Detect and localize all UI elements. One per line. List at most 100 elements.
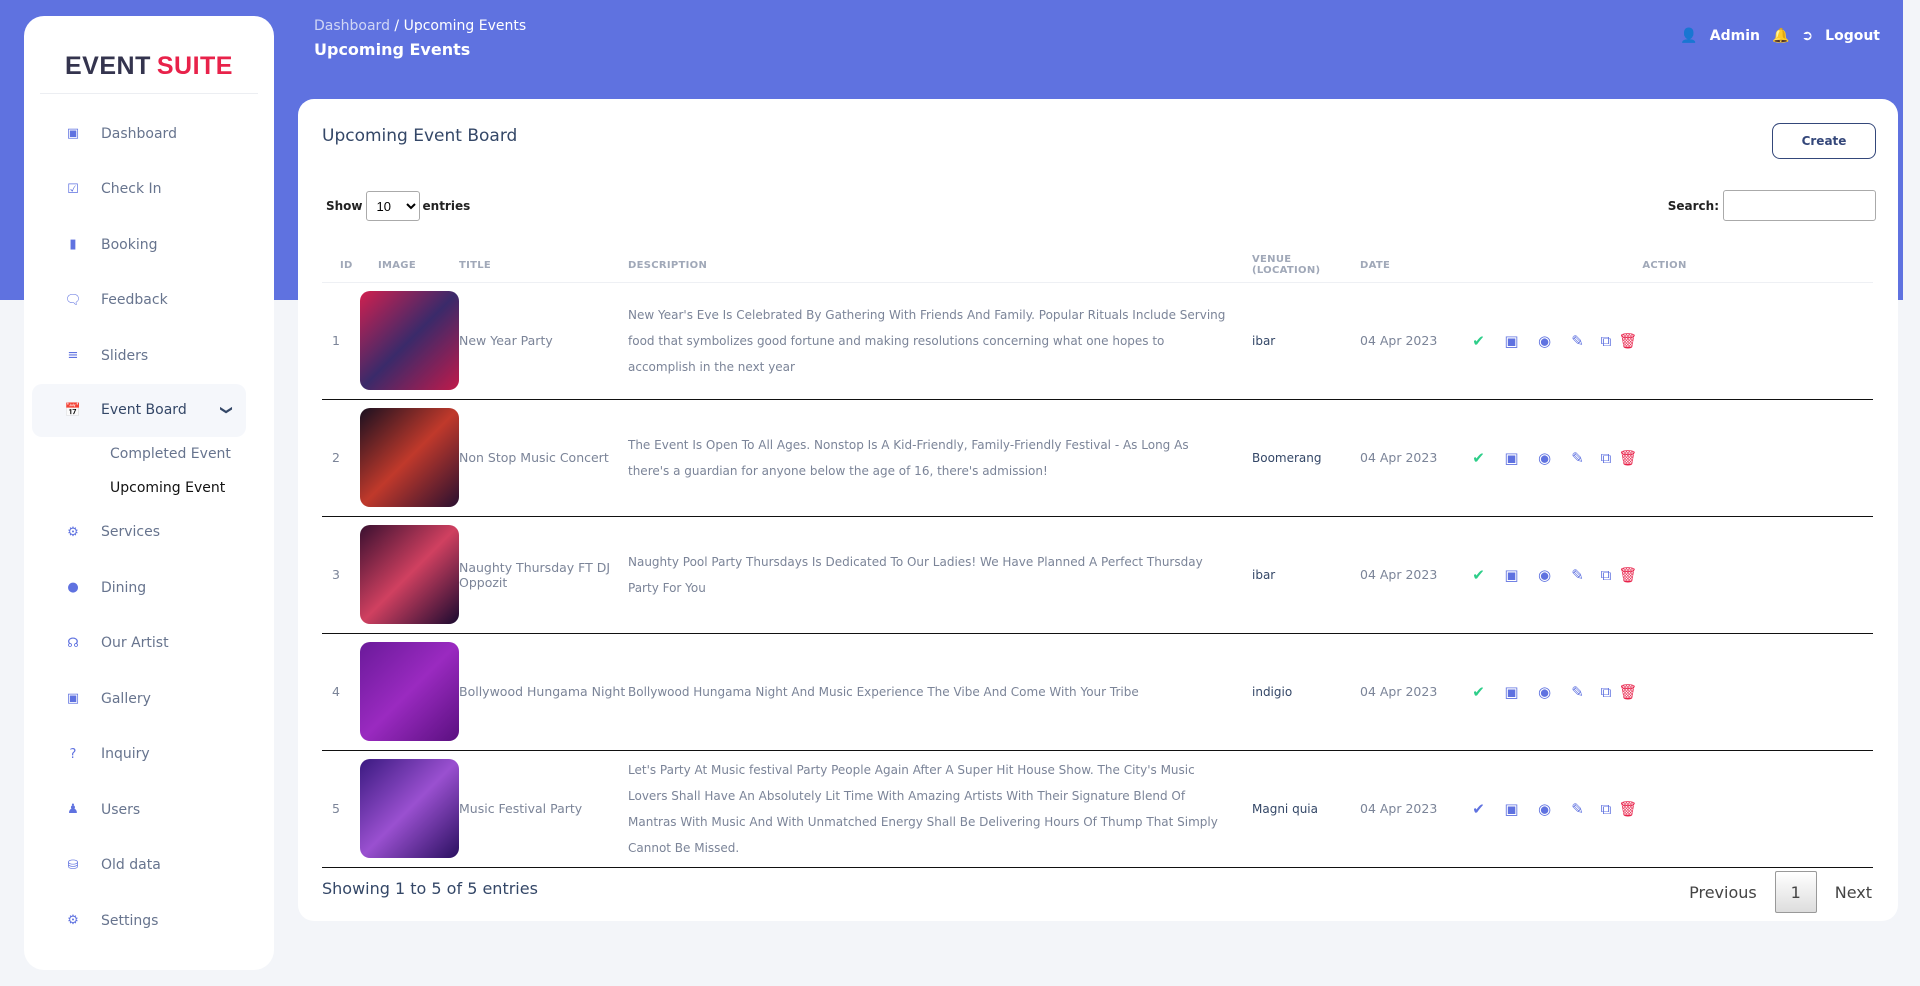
row-id: 5 <box>322 750 360 868</box>
eye-icon[interactable]: ◉ <box>1537 331 1552 350</box>
table-row: 4 Bollywood Hungama Night Bollywood Hung… <box>322 633 1873 751</box>
event-image[interactable] <box>360 408 459 507</box>
image-icon[interactable]: ▣ <box>1504 331 1519 350</box>
monitor-icon: ▣ <box>66 126 80 142</box>
create-button[interactable]: Create <box>1772 123 1876 159</box>
check-icon[interactable]: ✔ <box>1472 682 1485 701</box>
calendar-icon: 📅 <box>64 402 82 418</box>
copy-icon[interactable]: ⧉ <box>1600 331 1612 350</box>
breadcrumb: Dashboard / Upcoming Events <box>314 18 527 34</box>
next-button[interactable]: Next <box>1834 882 1872 902</box>
sidebar-item-label: Users <box>101 801 141 818</box>
sidebar-item-event-board[interactable]: 📅 Event Board ❯ <box>32 383 246 437</box>
sidebar-item-our-artist[interactable]: ☊ Our Artist <box>32 616 266 672</box>
trash-icon[interactable]: 🗑 <box>1618 448 1638 467</box>
admin-link[interactable]: Admin <box>1709 28 1760 44</box>
event-image[interactable] <box>360 525 459 624</box>
sidebar-item-inquiry[interactable]: ? Inquiry <box>32 727 266 783</box>
column-header[interactable]: DATE <box>1360 249 1456 283</box>
check-icon[interactable]: ✔ <box>1472 331 1485 350</box>
sidebar-item-label: Dining <box>101 579 147 596</box>
pencil-icon[interactable]: ✎ <box>1571 799 1584 818</box>
row-actions: ✔ ▣ ◉ ✎ ⧉ 🗑 <box>1456 332 1873 350</box>
check-icon[interactable]: ✔ <box>1472 448 1485 467</box>
column-header[interactable]: TITLE <box>459 249 628 283</box>
sidebar-item-check-in[interactable]: ☑ Check In <box>32 162 266 218</box>
eye-icon[interactable]: ◉ <box>1537 448 1552 467</box>
eye-icon[interactable]: ◉ <box>1537 565 1552 584</box>
column-header[interactable]: IMAGE <box>360 249 459 283</box>
column-header[interactable]: ACTION <box>1456 249 1873 283</box>
image-icon: ▣ <box>66 691 80 707</box>
eye-icon[interactable]: ◉ <box>1537 682 1552 701</box>
row-title: Music Festival Party <box>459 750 628 868</box>
row-date: 04 Apr 2023 <box>1360 633 1456 751</box>
breadcrumb-dashboard[interactable]: Dashboard <box>314 18 390 34</box>
row-actions: ✔ ▣ ◉ ✎ ⧉ 🗑 <box>1456 800 1873 818</box>
trash-icon[interactable]: 🗑 <box>1618 682 1638 701</box>
table-info: Showing 1 to 5 of 5 entries <box>322 879 538 898</box>
image-icon[interactable]: ▣ <box>1504 682 1519 701</box>
submenu-upcoming-event[interactable]: Upcoming Event <box>110 479 226 496</box>
previous-button[interactable]: Previous <box>1689 882 1757 902</box>
pencil-icon[interactable]: ✎ <box>1571 682 1584 701</box>
event-image[interactable] <box>360 642 459 741</box>
page-1-button[interactable]: 1 <box>1774 871 1817 913</box>
image-icon[interactable]: ▣ <box>1504 799 1519 818</box>
chevron-down-icon[interactable]: ❯ <box>219 404 234 416</box>
row-venue: indigio <box>1252 633 1360 751</box>
sidebar-item-settings[interactable]: ⚙ Settings <box>32 893 266 949</box>
trash-icon[interactable]: 🗑 <box>1618 331 1638 350</box>
sidebar-item-dashboard[interactable]: ▣ Dashboard <box>32 106 266 162</box>
sidebar-item-old-data[interactable]: ⛁ Old data <box>32 838 266 894</box>
image-icon[interactable]: ▣ <box>1504 565 1519 584</box>
pencil-icon[interactable]: ✎ <box>1571 331 1584 350</box>
sidebar-item-gallery[interactable]: ▣ Gallery <box>32 671 266 727</box>
sidebar-item-label: Check In <box>101 181 162 198</box>
row-id: 2 <box>322 399 360 517</box>
sidebar-item-services[interactable]: ⚙ Services <box>32 505 266 561</box>
sidebar-item-users[interactable]: ♟ Users <box>32 782 266 838</box>
row-id: 4 <box>322 633 360 751</box>
trash-icon[interactable]: 🗑 <box>1618 565 1638 584</box>
row-id: 3 <box>322 516 360 634</box>
cogs-icon: ⚙ <box>67 524 79 540</box>
trash-icon[interactable]: 🗑 <box>1618 799 1638 818</box>
sidebar-item-sliders[interactable]: ≡ Sliders <box>32 328 266 384</box>
column-header[interactable]: DESCRIPTION <box>628 249 1252 283</box>
event-board-card: Upcoming Event Board Create Show 10 entr… <box>298 99 1898 921</box>
pencil-icon[interactable]: ✎ <box>1571 565 1584 584</box>
sidebar-item-label: Dashboard <box>101 125 177 142</box>
row-title: New Year Party <box>459 282 628 400</box>
page-length-select[interactable]: 10 <box>365 191 420 221</box>
copy-icon[interactable]: ⧉ <box>1600 448 1612 467</box>
column-header[interactable]: VENUE (LOCATION) <box>1252 249 1360 283</box>
row-id: 1 <box>322 282 360 400</box>
eye-icon[interactable]: ◉ <box>1537 799 1552 818</box>
event-image[interactable] <box>360 759 459 858</box>
row-title: Naughty Thursday FT DJ Oppozit <box>459 516 628 634</box>
submenu-completed-event[interactable]: Completed Event <box>110 445 231 462</box>
sidebar-item-dining[interactable]: ● Dining <box>32 560 266 616</box>
question-icon: ? <box>69 746 77 762</box>
column-header[interactable]: ID <box>322 249 360 283</box>
row-description: Let's Party At Music festival Party Peop… <box>628 750 1252 868</box>
bell-icon[interactable]: 🔔 <box>1771 28 1790 44</box>
image-icon[interactable]: ▣ <box>1504 448 1519 467</box>
headphones-icon: ☊ <box>67 635 79 651</box>
copy-icon[interactable]: ⧉ <box>1600 682 1612 701</box>
search-input[interactable] <box>1723 190 1876 221</box>
sidebar-item-feedback[interactable]: 🗨 Feedback <box>32 273 266 329</box>
board-title: Upcoming Event Board <box>322 126 518 146</box>
logo[interactable]: EVENT SUITE <box>40 16 258 94</box>
pencil-icon[interactable]: ✎ <box>1571 448 1584 467</box>
copy-icon[interactable]: ⧉ <box>1600 565 1612 584</box>
logout-link[interactable]: Logout <box>1825 28 1880 44</box>
check-icon[interactable]: ✔ <box>1472 565 1485 584</box>
checkbox-icon: ☑ <box>67 181 79 197</box>
sidebar-item-booking[interactable]: ▮ Booking <box>32 217 266 273</box>
event-image[interactable] <box>360 291 459 390</box>
copy-icon[interactable]: ⧉ <box>1600 799 1612 818</box>
check-icon[interactable]: ✔ <box>1472 799 1485 818</box>
sidebar-item-label: Gallery <box>101 690 151 707</box>
